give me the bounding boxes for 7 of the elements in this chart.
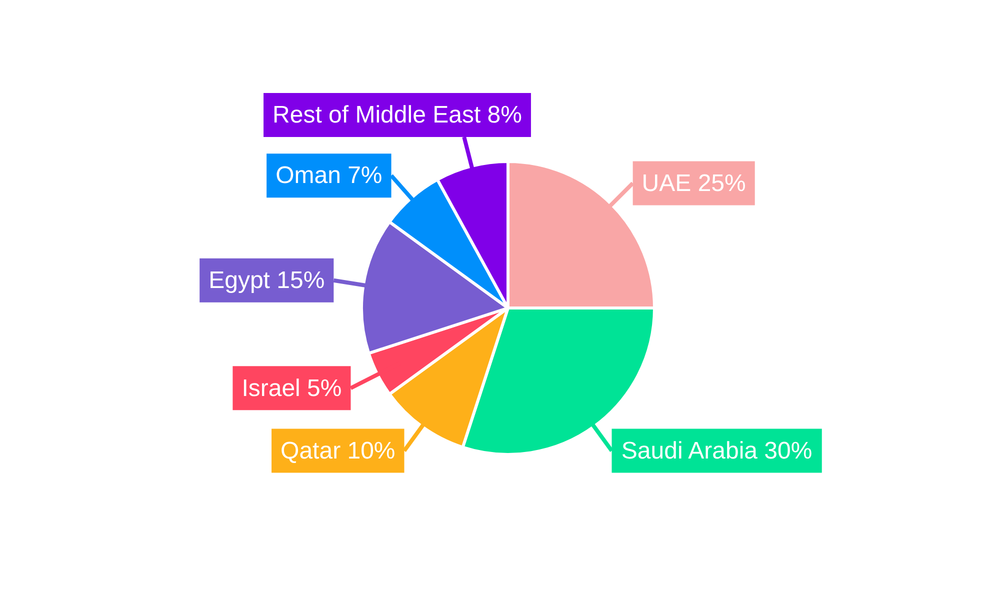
slice-label: UAE 25% xyxy=(642,170,746,197)
slice-label: Rest of Middle East 8% xyxy=(272,102,522,129)
slice-label: Oman 7% xyxy=(276,162,382,190)
slice-label: Israel 5% xyxy=(242,374,342,402)
slice-label: Qatar 10% xyxy=(280,437,396,464)
slice-label: Egypt 15% xyxy=(208,267,325,294)
slice-label: Saudi Arabia 30% xyxy=(621,437,812,464)
